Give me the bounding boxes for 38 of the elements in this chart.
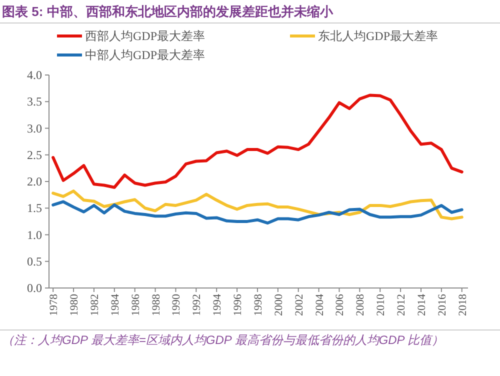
y-tick-label: 3.5: [27, 94, 42, 109]
x-tick-label: 1980: [68, 294, 81, 316]
x-tick-label: 2000: [272, 294, 285, 316]
chart-title: 图表 5: 中部、西部和东北地区内部的发展差距也并未缩小: [2, 4, 334, 19]
x-tick-label: 1996: [232, 294, 244, 316]
line-series: [52, 190, 464, 220]
y-tick-label: 1.5: [27, 201, 42, 216]
x-tick-label: 2018: [456, 294, 469, 316]
x-tick-label: 1992: [191, 294, 204, 316]
x-tick-label: 1990: [170, 294, 183, 316]
x-tick-label: 2012: [396, 294, 408, 316]
y-tick-label: 3.0: [27, 121, 42, 136]
x-tick-label: 1998: [252, 294, 264, 316]
x-tick-label: 2014: [416, 294, 428, 316]
y-tick-label: 2.0: [27, 174, 42, 188]
x-tick-label: 2006: [334, 294, 346, 316]
x-tick-label: 2008: [354, 294, 367, 316]
y-tick-label: 1.0: [27, 228, 42, 242]
x-tick-label: 1994: [212, 294, 224, 316]
legend-label: 东北人均GDP最大差率: [318, 29, 438, 43]
legend-label: 中部人均GDP最大差率: [85, 48, 206, 62]
x-tick-label: 2004: [314, 294, 326, 316]
x-tick-label: 1988: [150, 294, 162, 316]
text: （注：人均GDP 最大差率=区域内人均GDP 最高省份与最低省份的人均GDP 比值）: [2, 332, 445, 349]
y-tick-label: 2.5: [27, 148, 42, 162]
x-tick-label: 1984: [109, 294, 122, 316]
x-tick-label: 1978: [48, 294, 60, 316]
x-tick-label: 2016: [436, 294, 448, 316]
legend-label: 西部人均GDP最大差率: [85, 29, 206, 43]
x-tick-label: 2010: [375, 294, 388, 316]
x-tick-label: 1982: [88, 294, 101, 316]
y-tick-label: 0.5: [27, 254, 42, 268]
line-series: [52, 94, 464, 189]
x-tick-label: 1986: [130, 294, 142, 316]
line-series: [52, 200, 464, 225]
y-tick-label: 0.0: [27, 281, 42, 295]
y-tick-label: 4.0: [27, 68, 42, 82]
x-tick-label: 2002: [293, 294, 306, 316]
